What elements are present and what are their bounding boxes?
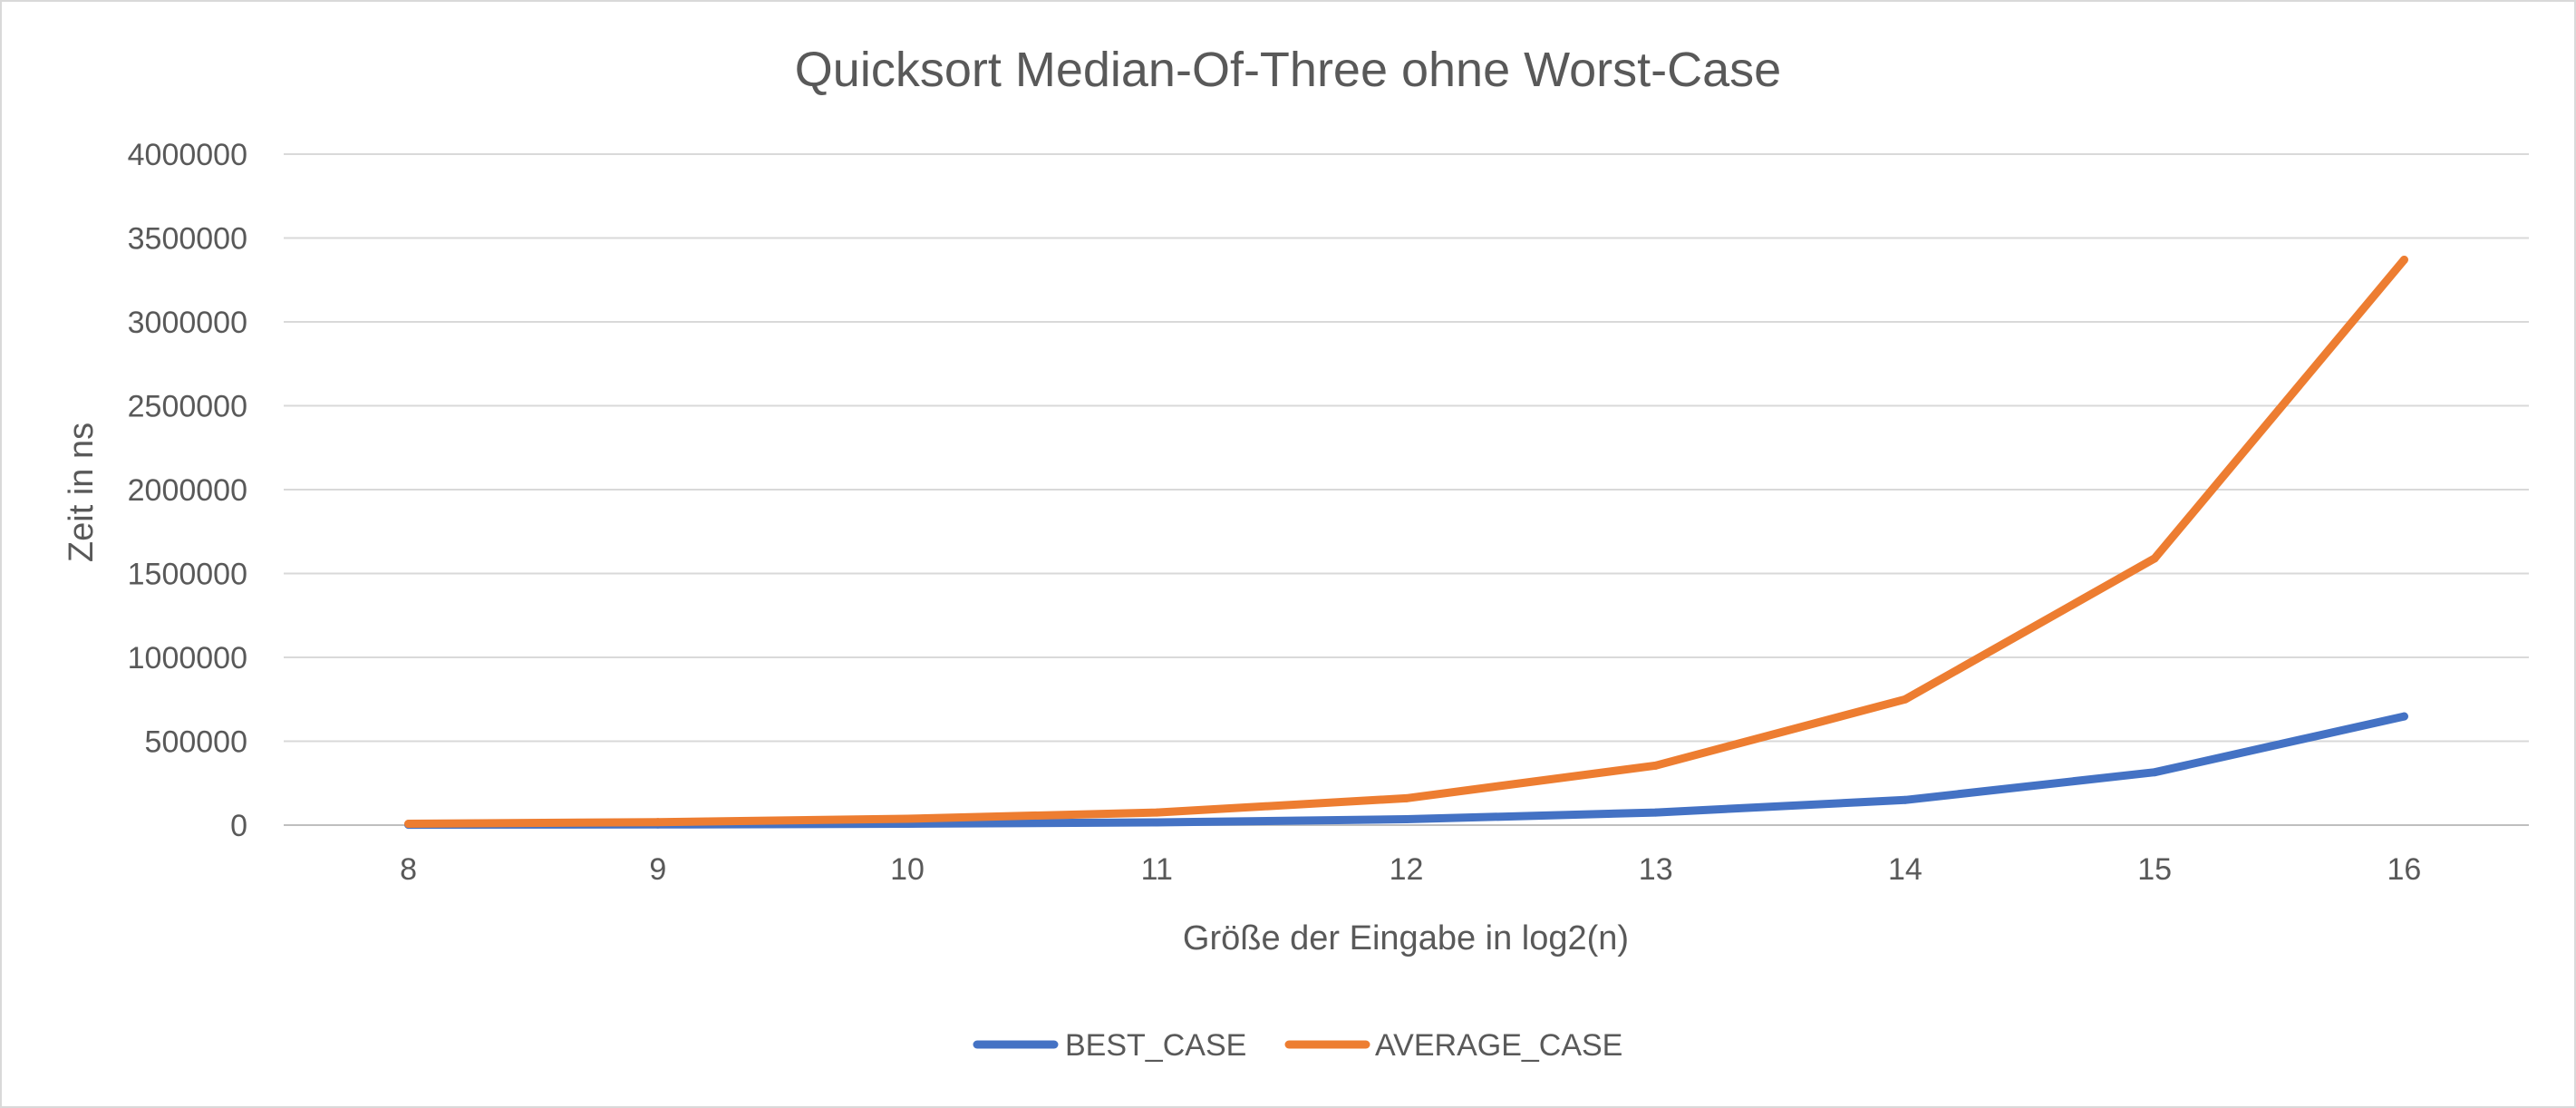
series-lines (404, 256, 2408, 830)
x-tick-label: 15 (2137, 852, 2172, 887)
legend-label: AVERAGE_CASE (1375, 1028, 1622, 1063)
y-tick-label: 0 (230, 809, 247, 843)
y-tick-label: 3500000 (128, 222, 247, 257)
data-point (1402, 815, 1410, 824)
data-point (1901, 695, 1910, 704)
data-point (2150, 554, 2159, 563)
y-tick-label: 1000000 (128, 641, 247, 675)
series-line-average-case (404, 256, 2408, 828)
y-axis-ticks: 0 500000 1000000 1500000 2000000 2500000 30000… (128, 138, 247, 843)
data-point (1901, 795, 1910, 804)
x-tick-label: 9 (649, 852, 666, 887)
y-axis-title: Zeit in ns (63, 423, 101, 562)
legend: BEST_CASE AVERAGE_CASE (973, 1028, 1622, 1063)
data-point (903, 814, 912, 823)
data-point (1651, 808, 1661, 817)
data-point (2399, 256, 2408, 265)
gridlines (284, 153, 2529, 826)
x-tick-label: 11 (1141, 852, 1173, 887)
y-tick-label: 2000000 (128, 473, 247, 508)
data-point (1651, 761, 1661, 770)
y-tick-label: 2500000 (128, 390, 247, 424)
data-point (1402, 793, 1410, 802)
data-point (2150, 768, 2159, 777)
x-axis-title: Größe der Eingabe in log2(n) (1183, 919, 1629, 957)
x-tick-label: 10 (890, 852, 925, 887)
y-tick-label: 500000 (145, 725, 247, 760)
x-tick-label: 13 (1639, 852, 1673, 887)
x-tick-label: 14 (1888, 852, 1922, 887)
data-point (2399, 712, 2408, 721)
data-point (1152, 818, 1161, 827)
legend-label: BEST_CASE (1065, 1028, 1246, 1063)
x-tick-label: 12 (1390, 852, 1424, 887)
data-point (404, 820, 413, 829)
y-tick-label: 4000000 (128, 138, 247, 172)
series-line-best-case (404, 712, 2408, 830)
data-point (654, 818, 663, 827)
x-axis-ticks: 8 9 10 11 12 13 14 15 16 (400, 852, 2421, 887)
x-tick-label: 8 (400, 852, 417, 887)
x-tick-label: 16 (2387, 852, 2421, 887)
data-point (1152, 808, 1161, 817)
y-tick-label: 1500000 (128, 558, 247, 592)
y-tick-label: 3000000 (128, 306, 247, 340)
chart-title: Quicksort Median-Of-Three ohne Worst-Cas… (795, 43, 1781, 97)
